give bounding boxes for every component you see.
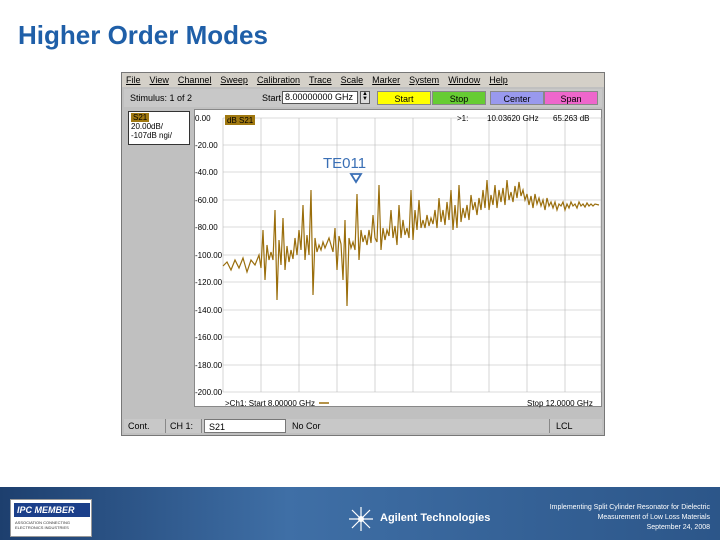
trace-unit: ngi/ xyxy=(159,131,172,140)
sweep-start: >Ch1: Start 8.00000 GHz xyxy=(225,399,315,408)
marker-value: 65.263 dB xyxy=(553,114,589,123)
start-frequency-input[interactable]: 8.00000000 GHz xyxy=(282,91,358,104)
y-tick: -180.00 xyxy=(195,361,223,370)
footnote-line-2: Measurement of Low Loss Materials xyxy=(597,514,710,521)
footnote-line-1: Implementing Split Cylinder Resonator fo… xyxy=(549,504,710,511)
menu-view[interactable]: View xyxy=(149,75,169,85)
status-channel: CH 1: xyxy=(166,419,202,433)
ipc-tagline: ASSOCIATION CONNECTING ELECTRONICS INDUS… xyxy=(15,520,71,530)
menu-file[interactable]: File xyxy=(126,75,141,85)
trace-info-box[interactable]: S21 20.00dB/ -107dB ngi/ xyxy=(128,111,190,145)
status-lcl: LCL xyxy=(556,421,573,431)
y-tick: -100.00 xyxy=(195,251,223,260)
status-cont: Cont. xyxy=(124,419,166,433)
y-tick: 0.00 xyxy=(195,114,211,123)
menu-help[interactable]: Help xyxy=(489,75,508,85)
menu-bar: File View Channel Sweep Calibration Trac… xyxy=(122,73,604,87)
menu-sweep[interactable]: Sweep xyxy=(220,75,248,85)
ipc-logo: IPC MEMBER xyxy=(14,503,90,517)
footer-background xyxy=(0,487,720,540)
menu-trace[interactable]: Trace xyxy=(308,75,332,85)
y-tick: -140.00 xyxy=(195,306,223,315)
agilent-spark-icon xyxy=(349,507,373,531)
trace-scale: 20.00dB/ xyxy=(131,122,164,131)
grid xyxy=(222,117,602,393)
footnote-line-3: September 24, 2008 xyxy=(646,524,710,531)
annotation-arrow-icon xyxy=(349,173,363,184)
y-tick: -60.00 xyxy=(195,196,218,205)
stop-button[interactable]: Stop xyxy=(432,91,486,105)
s21-trace xyxy=(222,179,600,307)
spin-up-down-icon[interactable]: ▲ ▼ xyxy=(360,91,370,104)
status-correction: No Cor xyxy=(288,419,550,433)
vna-window: File View Channel Sweep Calibration Trac… xyxy=(121,72,605,436)
span-button[interactable]: Span xyxy=(544,91,598,105)
trace-tag: S21 xyxy=(131,113,150,122)
menu-marker[interactable]: Marker xyxy=(372,75,401,85)
trace-badge-bg xyxy=(225,115,255,125)
ipc-member-badge: IPC MEMBER ASSOCIATION CONNECTING ELECTR… xyxy=(10,499,92,537)
marker-frequency: 10.03620 GHz xyxy=(487,114,539,123)
y-tick: -40.00 xyxy=(195,168,218,177)
trace-ref: -107dB xyxy=(131,131,157,140)
status-bar: Cont. CH 1: S21 No Cor LCL xyxy=(124,419,602,433)
menu-scale[interactable]: Scale xyxy=(340,75,364,85)
y-tick: -160.00 xyxy=(195,333,223,342)
start-button[interactable]: Start xyxy=(377,91,431,105)
presentation-footnote: Implementing Split Cylinder Resonator fo… xyxy=(490,503,710,533)
y-tick: -120.00 xyxy=(195,278,223,287)
stimulus-bar: Stimulus: 1 of 2 Start 8.00000000 GHz ▲ ▼… xyxy=(124,89,602,107)
slide-title: Higher Order Modes xyxy=(18,20,268,50)
marker-label: >1: xyxy=(457,114,468,123)
footer: IPC MEMBER ASSOCIATION CONNECTING ELECTR… xyxy=(0,487,720,540)
start-field-label: Start xyxy=(262,93,282,103)
menu-calibration[interactable]: Calibration xyxy=(256,75,300,85)
trace-plot: 0.00 -20.00 -40.00 -60.00 -80.00 -100.00… xyxy=(195,114,602,408)
y-tick: -200.00 xyxy=(195,388,223,397)
menu-window[interactable]: Window xyxy=(448,75,481,85)
sweep-stop: Stop 12.0000 GHz xyxy=(527,399,593,408)
center-button[interactable]: Center xyxy=(490,91,544,105)
y-tick: -20.00 xyxy=(195,141,218,150)
status-param: S21 xyxy=(204,419,286,433)
y-tick: -80.00 xyxy=(195,223,218,232)
menu-system[interactable]: System xyxy=(409,75,440,85)
plot-area[interactable]: 0.00 -20.00 -40.00 -60.00 -80.00 -100.00… xyxy=(194,109,602,408)
trace-badge: dB S21 xyxy=(227,116,254,125)
agilent-brand: Agilent Technologies xyxy=(380,512,491,524)
mode-annotation: TE011 xyxy=(323,155,366,172)
menu-channel[interactable]: Channel xyxy=(177,75,212,85)
stimulus-label: Stimulus: 1 of 2 xyxy=(130,93,193,103)
